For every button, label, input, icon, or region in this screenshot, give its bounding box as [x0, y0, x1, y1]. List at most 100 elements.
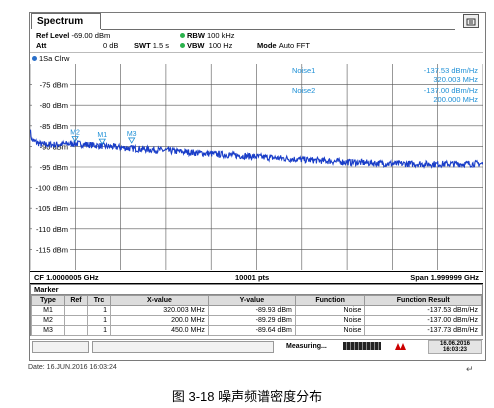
y-axis-labels: -75 dBm -80 dBm -85 dBm -90 dBm -95 dBm -100 … [32, 79, 70, 254]
cell-ref [64, 325, 88, 336]
cell-trc: 1 [87, 315, 111, 326]
rbw-status-icon [180, 33, 185, 38]
vbw: VBW 100 Hz [180, 41, 232, 51]
tab-divider [101, 29, 455, 30]
status-time: 16:03:23 [442, 347, 468, 353]
y-tick-label: -80 dBm [40, 101, 68, 110]
y-tick-label-bg [32, 244, 70, 254]
y-tick-label-bg [32, 162, 70, 171]
y-tick-label-bg [32, 223, 70, 233]
trace-markers: M2 M1 M3 [70, 129, 137, 145]
span-value: Span 1.999999 GHz [410, 273, 479, 282]
cell-trc: 1 [87, 325, 111, 336]
cell-type: M2 [31, 315, 65, 326]
cell-function-result: -137.73 dBm/Hz [364, 325, 482, 336]
ref-level: Ref Level -69.00 dBm [36, 31, 110, 41]
y-tick-label: -90 dBm [40, 142, 68, 151]
date-line: Date: 16.JUN.2016 16:03:24 [28, 364, 117, 371]
rbw: RBW 100 kHz [180, 31, 235, 41]
noise2-freq: 200.000 MHz [433, 95, 478, 104]
cell-ref [64, 315, 88, 326]
status-field-1 [32, 341, 89, 353]
marker-label: M3 [127, 131, 137, 138]
y-tick-label: -85 dBm [40, 122, 68, 131]
cell-function: Noise [294, 305, 366, 316]
cell-trc: 1 [87, 305, 111, 316]
col-function-result: Function Result [364, 295, 482, 306]
y-tick-label-bg [32, 182, 70, 192]
marker-table-panel: Marker Type Ref Trc X-value Y-value Func… [30, 284, 483, 336]
marker-m3[interactable] [127, 137, 136, 144]
col-x-value: X-value [110, 295, 209, 306]
measuring-status: Measuring... [286, 343, 327, 350]
att-value: 0 dB [103, 41, 119, 50]
cell-x-value: 200.0 MHz [110, 315, 209, 326]
figure-caption: 图 3-18 噪声频谱密度分布 [171, 389, 323, 404]
cell-function: Noise [294, 315, 366, 326]
swt: SWT 1.5 s [134, 41, 169, 51]
noise1-label: Noise1 [292, 66, 315, 75]
spectrum-plot[interactable]: -75 dBm -80 dBm -85 dBm -90 dBm -95 dBm -100 … [30, 64, 483, 270]
marker-m1[interactable] [98, 138, 106, 145]
swt-value: 1.5 s [152, 41, 170, 50]
mode-label: Mode [257, 41, 277, 50]
table-row[interactable]: M2 1 200.0 MHz -89.29 dBm Noise -137.00 … [31, 315, 482, 326]
datetime-box: 16.06.2016 16:03:23 [428, 340, 482, 354]
y-tick-label-bg [32, 79, 70, 89]
col-y-value: Y-value [207, 295, 296, 306]
trace-label: 1Sa Clrw [39, 54, 70, 63]
noise-marker-readouts: Noise1 -137.53 dBm/Hz 320.003 MHz Noise2… [292, 66, 478, 104]
noise1-value: -137.53 dBm/Hz [424, 66, 478, 75]
noise2-value: -137.00 dBm/Hz [424, 86, 478, 95]
marker-table: Type Ref Trc X-value Y-value Function Fu… [31, 295, 482, 336]
y-tick-label-bg [32, 120, 70, 130]
y-tick-label: -105 dBm [35, 204, 68, 213]
marker-m2[interactable] [71, 136, 79, 143]
status-bar: Measuring... 16.06.2016 16:03:23 [30, 339, 483, 354]
status-date: 16.06.2016 [439, 341, 471, 347]
progress-icon [343, 342, 381, 350]
cell-function-result: -137.00 dBm/Hz [364, 315, 482, 326]
cell-x-value: 320.003 MHz [110, 305, 209, 316]
settings-icon[interactable] [463, 14, 479, 28]
y-tick-label: -110 dBm [36, 225, 68, 234]
cell-type: M1 [31, 305, 65, 316]
table-row[interactable]: M1 1 320.003 MHz -89.93 dBm Noise -137.5… [31, 305, 482, 316]
col-function: Function [294, 295, 366, 306]
rbw-value: 100 kHz [207, 31, 235, 40]
ref-level-value: -69.00 dBm [71, 31, 111, 40]
marker-table-title: Marker [31, 285, 482, 295]
trace-color-icon [32, 56, 37, 61]
return-mark-icon: ↵ [466, 364, 474, 374]
mode: Mode Auto FFT [257, 41, 310, 51]
frequency-axis-bar: CF 1.0000005 GHz 10001 pts Span 1.999999… [30, 271, 483, 284]
att-label: Att [36, 41, 47, 50]
vbw-label: VBW [187, 41, 205, 50]
mode-value: Auto FFT [278, 41, 310, 50]
y-tick-label: -115 dBm [36, 245, 68, 254]
noise1-freq: 320.003 MHz [433, 75, 478, 84]
settings-icon-glyph [466, 18, 476, 26]
marker-label: M2 [70, 129, 80, 136]
y-tick-label: -95 dBm [40, 163, 68, 172]
status-field-2 [92, 341, 274, 353]
table-row[interactable]: M3 1 450.0 MHz -89.64 dBm Noise -137.73 … [31, 325, 482, 336]
cell-function: Noise [294, 325, 366, 336]
ref-level-label: Ref Level [36, 31, 70, 40]
marker-label: M1 [97, 132, 107, 139]
vbw-status-icon [180, 43, 185, 48]
noise2-label: Noise2 [292, 86, 315, 95]
alert-icon [394, 341, 406, 351]
cell-function-result: -137.53 dBm/Hz [364, 305, 482, 316]
col-type: Type [31, 295, 65, 306]
cell-y-value: -89.64 dBm [207, 325, 296, 336]
y-tick-label-bg [32, 203, 70, 213]
y-tick-label: -75 dBm [40, 81, 68, 90]
rbw-label: RBW [187, 31, 205, 40]
vbw-value: 100 Hz [208, 41, 233, 50]
cell-type: M3 [31, 325, 65, 336]
marker-table-header: Type Ref Trc X-value Y-value Function Fu… [31, 295, 482, 306]
cell-x-value: 450.0 MHz [110, 325, 209, 336]
y-tick-label-bg [32, 100, 70, 110]
tab-spectrum[interactable]: Spectrum [31, 13, 101, 29]
